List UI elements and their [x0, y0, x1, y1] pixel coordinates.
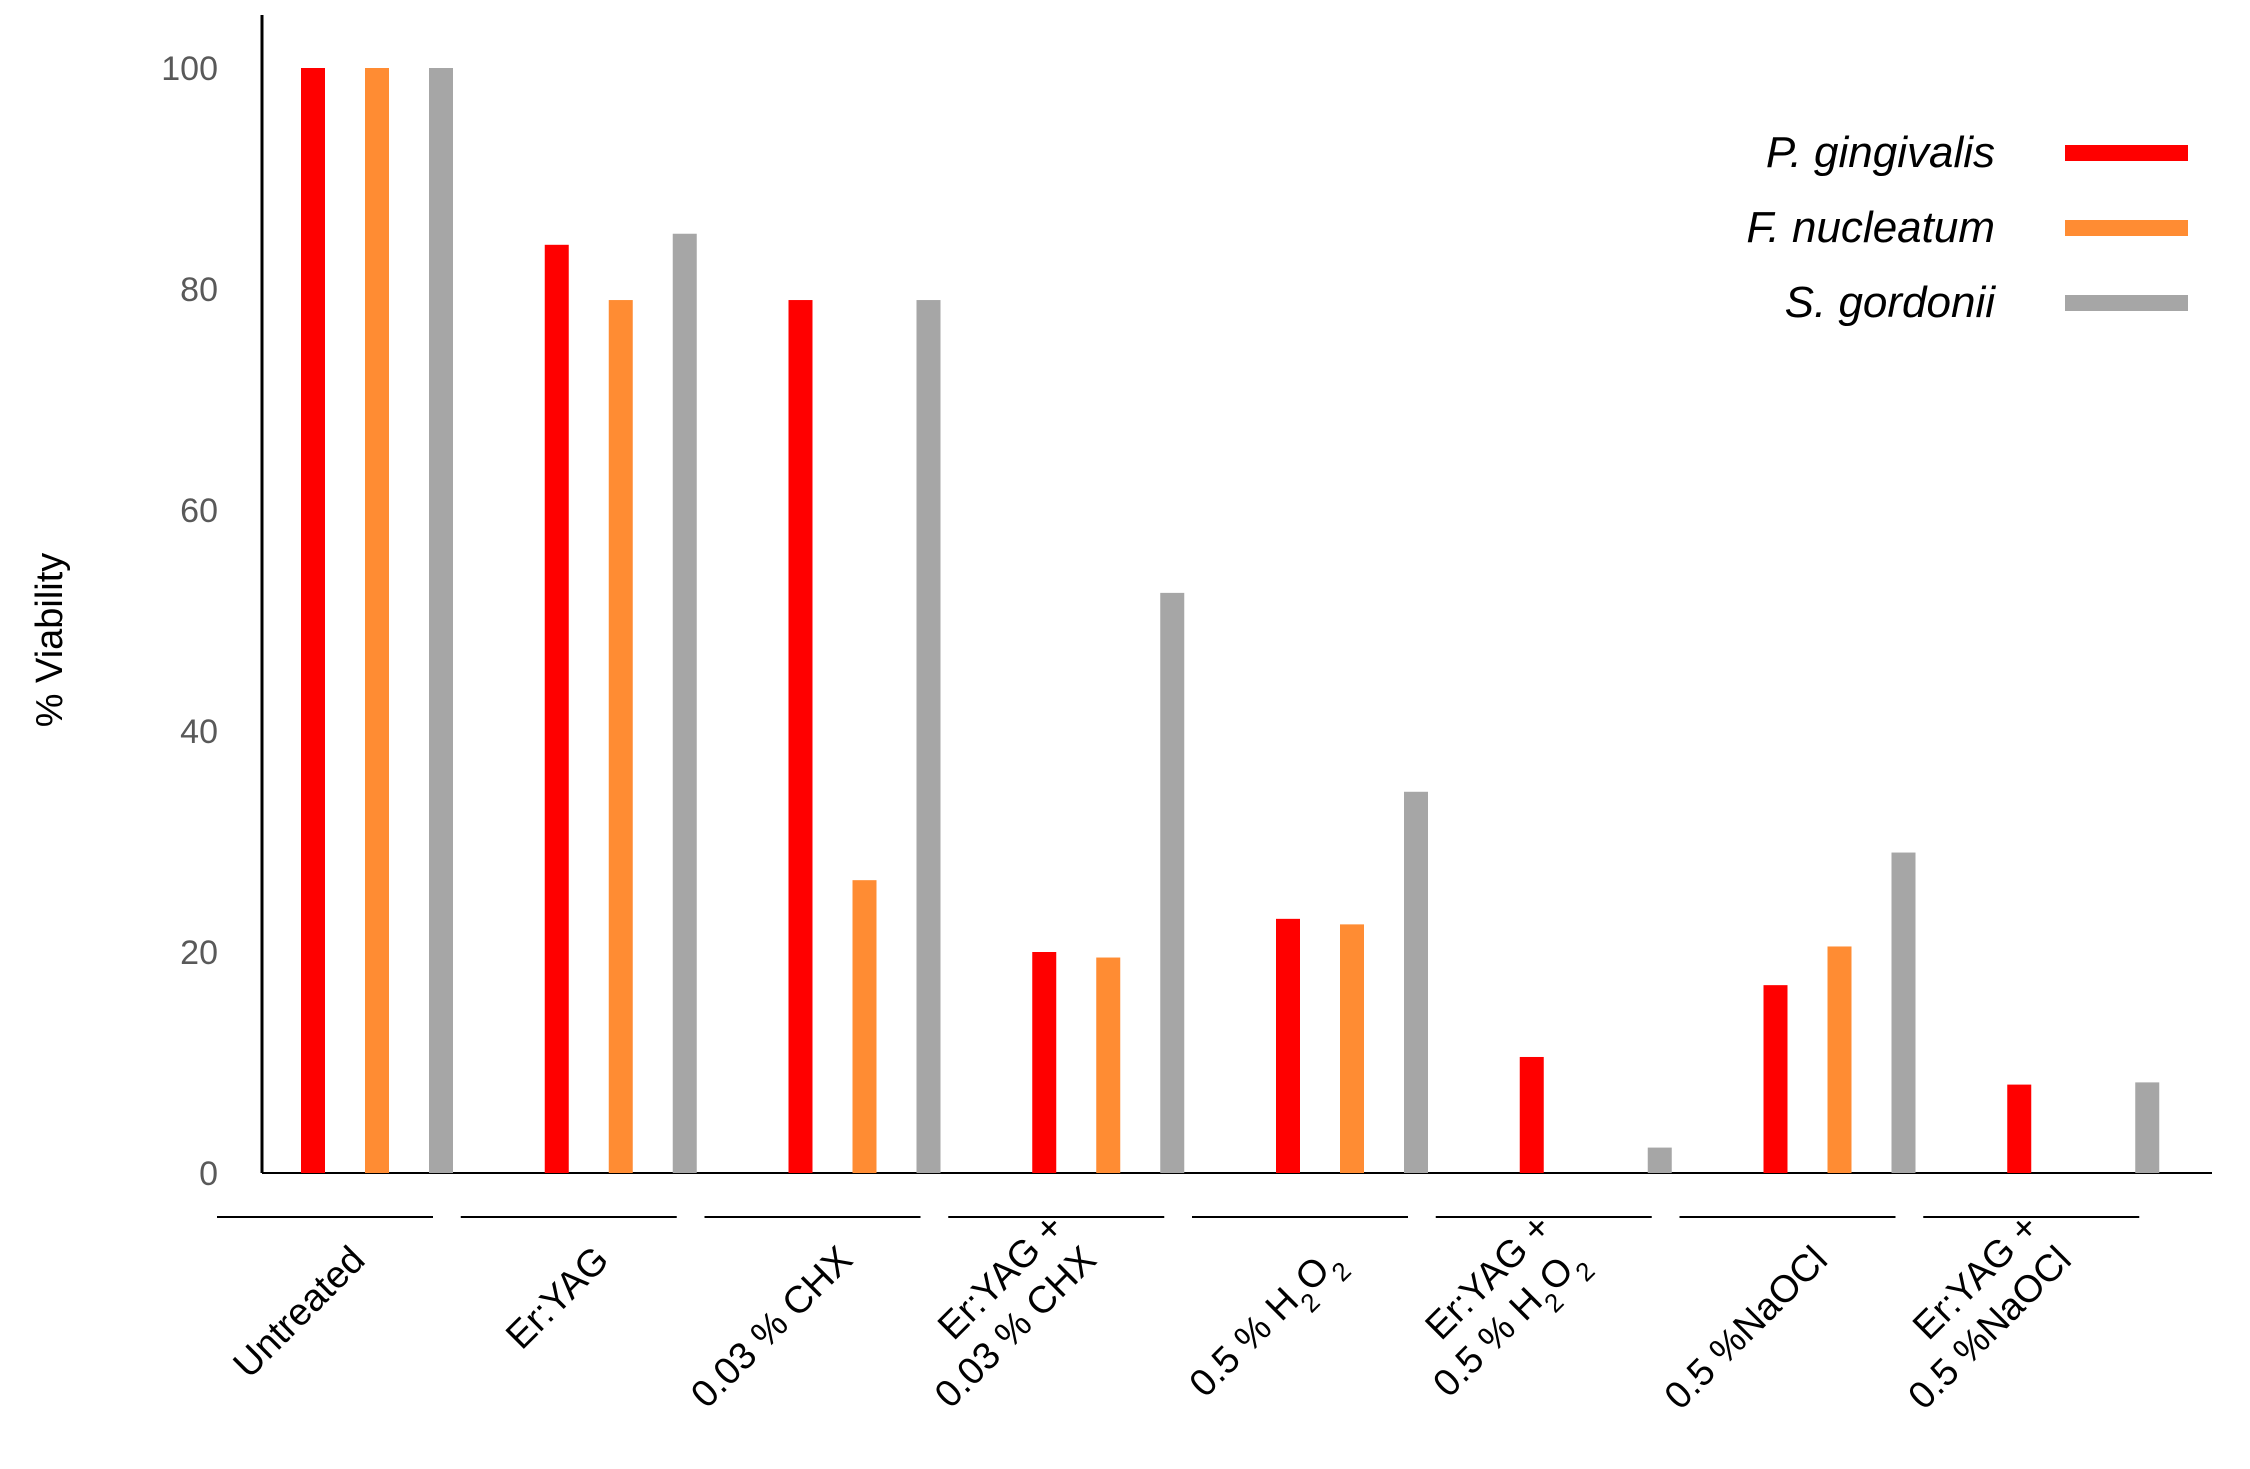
- y-axis-title: % Viability: [29, 553, 71, 728]
- legend-label: P. gingivalis: [1766, 128, 1995, 177]
- y-tick-label: 100: [161, 50, 218, 88]
- y-tick-label: 0: [199, 1155, 218, 1193]
- category-label-chx: 0.03 % CHX: [683, 1239, 861, 1417]
- bar-naocl-2: [1827, 946, 1852, 1173]
- bar-untreated-3: [429, 68, 453, 1173]
- bar-eryag-1: [544, 244, 569, 1174]
- bar-naocl-3: [1891, 852, 1916, 1173]
- category-labels: Untreated Er:YAG 0.03 % CHX Er:YAG +0.03 % …: [217, 1206, 2140, 1418]
- bar-chx-2: [852, 880, 877, 1173]
- bar-eryag-naocl-1: [2007, 1084, 2032, 1173]
- bar-eryag-h2o2-1: [1519, 1056, 1544, 1173]
- bar-h2o2-1: [1276, 918, 1300, 1173]
- y-tick-label: 20: [180, 934, 218, 972]
- y-tick-label: 80: [180, 271, 218, 309]
- bar-h2o2-2: [1340, 924, 1364, 1173]
- bar-eryag-h2o2-3: [1647, 1147, 1672, 1173]
- category-label-h2o2: 0.5 % H2O2: [1182, 1239, 1357, 1414]
- legend-label: F. nucleatum: [1746, 203, 1995, 252]
- bar-eryag-chx-1: [1032, 952, 1057, 1173]
- bar-eryag-naocl-3: [2135, 1082, 2160, 1173]
- y-tick-label: 60: [180, 492, 218, 530]
- category-label-eryag: Er:YAG: [498, 1239, 617, 1358]
- legend-label: S. gordonii: [1785, 278, 1997, 327]
- bar-untreated-2: [365, 68, 389, 1173]
- legend: P. gingivalis F. nucleatum S. gordonii: [1746, 128, 2188, 327]
- bar-eryag-chx-2: [1096, 957, 1121, 1173]
- category-label-untreated: Untreated: [226, 1239, 374, 1387]
- y-axis: 0 20 40 60 80 100: [161, 15, 264, 1193]
- bar-naocl-1: [1763, 985, 1788, 1173]
- bar-chx-3: [916, 300, 941, 1173]
- bar-h2o2-3: [1404, 791, 1428, 1173]
- y-tick-label: 40: [180, 713, 218, 751]
- bar-eryag-3: [672, 233, 697, 1173]
- bar-eryag-chx-3: [1160, 592, 1185, 1173]
- bar-series: [301, 68, 2160, 1174]
- bar-untreated-1: [301, 68, 325, 1173]
- bar-eryag-2: [608, 300, 633, 1173]
- category-label-naocl: 0.5 %NaOCl: [1657, 1239, 1836, 1418]
- bar-chx-1: [788, 300, 813, 1173]
